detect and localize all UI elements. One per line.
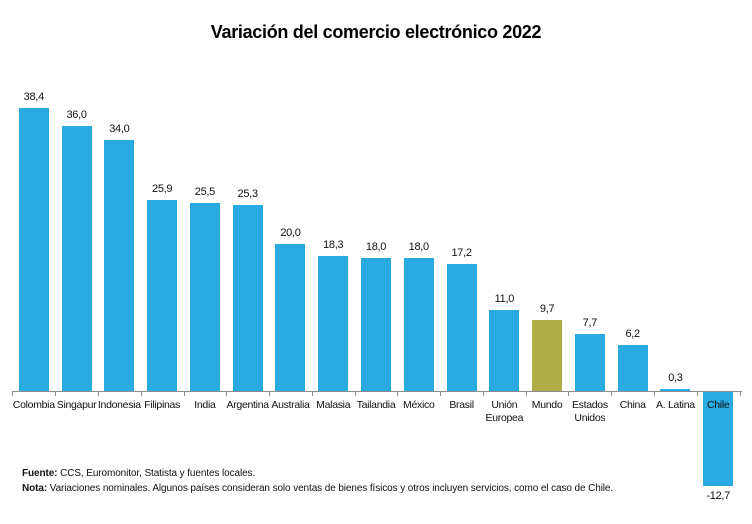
x-axis-tick <box>140 392 142 396</box>
chart-title: Variación del comercio electrónico 2022 <box>210 22 542 42</box>
x-axis-tick <box>654 392 656 396</box>
source-label: Fuente: <box>22 468 58 479</box>
category-label-mundo: Mundo <box>531 399 563 411</box>
bar-estados-unidos <box>574 334 605 391</box>
x-axis-line <box>12 391 742 392</box>
x-axis-tick <box>611 392 613 396</box>
category-label-argentina: Argentina <box>226 399 270 411</box>
category-label-malasia: Malasia <box>316 399 351 411</box>
category-label-tailandia: Tailandia <box>356 399 396 411</box>
source-text: CCS, Euromonitor, Statista y fuentes loc… <box>57 468 256 479</box>
x-axis-tick <box>525 392 527 396</box>
value-label-malasia: 18,3 <box>323 239 344 252</box>
category-label-m-xico: México <box>403 399 435 411</box>
value-label-filipinas: 25,9 <box>152 183 173 196</box>
bar-brasil <box>446 264 477 391</box>
x-axis-tick <box>12 392 14 396</box>
x-axis-tick <box>183 392 185 396</box>
value-label-tailandia: 18,0 <box>365 241 387 254</box>
category-label-singapur: Singapur <box>56 399 97 411</box>
value-label-argentina: 25,3 <box>237 187 259 200</box>
note: Nota: Variaciones nominales. Algunos paí… <box>22 481 613 496</box>
value-label-mundo: 9,7 <box>539 302 555 315</box>
x-axis-tick <box>55 392 57 396</box>
value-label-estados-unidos: 7,7 <box>582 317 598 330</box>
x-axis-tick <box>696 392 698 396</box>
category-label-colombia: Colombia <box>12 399 55 411</box>
category-label-estados-unidos: Estados Unidos <box>571 399 608 425</box>
category-label-australia: Australia <box>271 399 310 411</box>
x-axis-tick <box>440 392 442 396</box>
bar-mundo <box>532 319 563 391</box>
x-axis-tick <box>97 392 99 396</box>
category-label-a-latina: A. Latina <box>656 399 695 411</box>
value-label-indonesia: 34,0 <box>109 123 130 136</box>
bar-australia <box>275 243 306 391</box>
bar-tailandia <box>361 258 391 391</box>
value-label-singapur: 36,0 <box>66 108 87 121</box>
value-label-china: 6,2 <box>625 328 640 341</box>
bar-m-xico <box>403 258 434 391</box>
value-label-a-latina: 0,3 <box>668 371 683 384</box>
x-axis-tick <box>482 392 484 396</box>
value-label-chile: -12,7 <box>706 489 730 502</box>
note-label: Nota: <box>22 483 48 494</box>
x-axis-tick <box>739 392 741 396</box>
x-axis-tick <box>568 392 570 396</box>
note-text: Variaciones nominales. Algunos países co… <box>47 483 614 494</box>
value-label-brasil: 17,2 <box>451 247 472 260</box>
category-label-filipinas: Filipinas <box>144 399 181 411</box>
bar-chile <box>703 392 734 486</box>
bar-colombia <box>18 107 49 391</box>
chart-footnotes: Fuente: CCS, Euromonitor, Statista y fue… <box>22 466 613 496</box>
bar-malasia <box>318 256 349 391</box>
category-label-brasil: Brasil <box>449 399 474 411</box>
bar-argentina <box>232 204 263 391</box>
value-label-australia: 20,0 <box>280 226 301 239</box>
category-label-chile: Chile <box>706 399 730 411</box>
x-axis-tick <box>354 392 356 396</box>
x-axis-tick <box>311 392 313 396</box>
x-axis-tick <box>226 392 228 396</box>
bar-uni-n-europea <box>489 309 520 391</box>
source-note: Fuente: CCS, Euromonitor, Statista y fue… <box>22 466 613 481</box>
x-axis-tick <box>397 392 399 396</box>
bar-a-latina <box>660 388 691 391</box>
bar-india <box>189 203 220 391</box>
bar-china <box>617 345 648 391</box>
value-label-india: 25,5 <box>194 186 216 199</box>
category-label-indonesia: Indonesia <box>97 399 141 411</box>
category-label-india: India <box>194 399 216 411</box>
x-axis-tick <box>269 392 271 396</box>
category-label-uni-n-europea: Unión Europea <box>485 399 524 425</box>
value-label-m-xico: 18,0 <box>408 241 430 254</box>
value-label-uni-n-europea: 11,0 <box>494 292 515 305</box>
bar-filipinas <box>147 200 178 391</box>
bar-indonesia <box>104 140 135 391</box>
value-label-colombia: 38,4 <box>23 90 45 103</box>
bar-singapur <box>61 125 92 391</box>
category-label-china: China <box>619 399 646 411</box>
